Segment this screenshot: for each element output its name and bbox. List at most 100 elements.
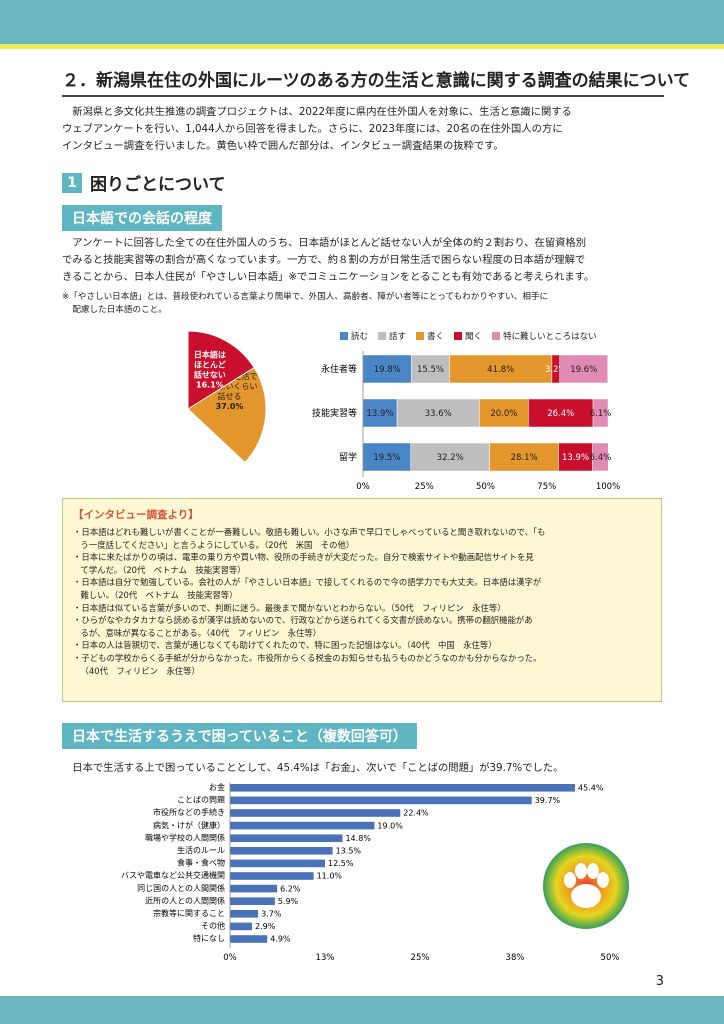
stacked-bar-segment xyxy=(362,354,412,384)
interview-item-line: ・日本に来たばかりの頃は、電車の乗り方や買い物、役所の手続きが大変だった。自分で… xyxy=(73,552,534,563)
bar-value-label: 22.4% xyxy=(403,809,429,818)
category-label: 病気・けが（健康） xyxy=(153,820,225,830)
legend-item: 聞く xyxy=(454,330,482,342)
x-tick-label: 25% xyxy=(411,953,430,963)
bar xyxy=(230,847,333,855)
stacked-bar-segment xyxy=(592,442,609,472)
interview-item-line: う一度話してください」と言うようにしている。（20代 米国 その他） xyxy=(80,539,355,550)
footnote: ※「やさしい日本語」とは、普段使われている言葉より簡単で、外国人、高齢者、障がい… xyxy=(62,291,666,317)
interview-item-line: （40代 フィリピン 永住等） xyxy=(80,665,200,676)
bar xyxy=(230,935,268,943)
category-label: 同じ国の人との人間関係 xyxy=(137,884,225,893)
page-heading: ２．新潟県在住の外国にルーツのある方の生活と意識に関する調査の結果について xyxy=(62,66,690,97)
interview-box: 【インタビュー調査より】 ・日本語はどれも難しいが書くことが一番難しい。敬語も難… xyxy=(62,498,662,702)
bar-value-label: 39.7% xyxy=(535,796,561,805)
pie-slice xyxy=(187,330,255,410)
bar-value-label: 45.4% xyxy=(578,784,604,793)
interview-item-line: ・子どもの学校からくる手紙が分からなかった。市役所からくる税金のお知らせも払うも… xyxy=(73,652,542,663)
x-tick-label: 100% xyxy=(596,482,620,490)
category-label: その他 xyxy=(201,921,225,931)
bar xyxy=(230,821,375,830)
x-tick-label: 50% xyxy=(476,482,495,490)
segment-value-label: 19.6% xyxy=(570,365,597,375)
category-label: ことばの問題 xyxy=(177,796,225,805)
interview-item: ・日本語は自分で勉強している。会社の人が「やさしい日本語」で接してくれるので今の… xyxy=(73,576,651,601)
interview-item-line: ・日本語は似ている言葉が多いので、判断に迷う。最後まで聞かないとわからない。（5… xyxy=(73,602,506,613)
stacked-bar-segment xyxy=(410,442,490,472)
legend-item: 書く xyxy=(416,330,444,342)
interview-item: ・子どもの学校からくる手紙が分からなかった。市役所からくる税金のお知らせも払うも… xyxy=(73,652,651,677)
x-tick-label: 38% xyxy=(506,953,525,963)
segment-value-label: 26.4% xyxy=(547,409,574,419)
category-label: 食事・食べ物 xyxy=(177,858,225,868)
segment-value-label: 6.1% xyxy=(590,409,612,419)
stacked-bar-segment xyxy=(362,398,398,428)
difficulties-title: 日本で生活するうえで困っていること（複数回答可） xyxy=(62,723,417,749)
category-label: 永住者等 xyxy=(321,363,357,375)
intro-paragraph: 新潟県と多文化共生推進の調査プロジェクトは、2022年度に県内在住外国人を対象に… xyxy=(62,104,666,155)
category-label: 特になし xyxy=(193,933,225,943)
bar-value-label: 12.5% xyxy=(328,859,354,868)
segment-value-label: 19.5% xyxy=(373,453,400,463)
section-number: 1 xyxy=(62,172,82,193)
stacked-bar-legend: 読む 話す 書く 聞く 特に難しいところはない xyxy=(340,330,597,342)
stacked-bar-segment xyxy=(449,354,553,384)
pie-slice-label: 話せない xyxy=(194,369,226,379)
category-label: 近所の人との人間関係 xyxy=(145,895,225,905)
stacked-bar-segment xyxy=(559,354,609,384)
stacked-bar-segment xyxy=(411,354,450,384)
x-tick-label: 25% xyxy=(415,482,434,490)
category-label: 市役所などの手続き xyxy=(153,807,225,817)
pie-slice-label: 話せる xyxy=(218,391,242,401)
category-label: 技能実習等 xyxy=(312,407,357,419)
stacked-bar-segment xyxy=(528,398,594,428)
interview-item-line: て学んだ。（20代 ベトナム 技能実習等） xyxy=(80,564,246,575)
category-label: 留学 xyxy=(339,451,357,463)
legend-item: 読む xyxy=(340,330,368,342)
interview-item-line: 難しい。（20代 ベトナム 技能実習等） xyxy=(80,589,238,600)
x-tick-label: 0% xyxy=(356,482,370,490)
bar xyxy=(230,796,532,805)
segment-value-label: 13.9% xyxy=(367,409,394,419)
bar xyxy=(230,884,278,893)
page-number: 3 xyxy=(655,974,664,989)
interview-item: ・日本語はどれも難しいが書くことが一番難しい。敬語も難しい。小さな声で早口でしゃ… xyxy=(73,526,651,551)
stacked-bar-segment xyxy=(479,398,529,428)
segment-value-label: 15.5% xyxy=(417,365,444,375)
segment-value-label: 32.2% xyxy=(437,453,464,463)
interview-title: 【インタビュー調査より】 xyxy=(73,509,199,521)
segment-value-label: 41.8% xyxy=(487,365,514,375)
legend-label: 特に難しいところはない xyxy=(503,332,597,342)
stacked-bar-chart: 永住者等 19.8% 15.5% 41.8% 3.2% 19.6% 技能実習等 13.9% 33… xyxy=(312,351,620,490)
section-title: 困りごとについて xyxy=(90,175,226,195)
legend-label: 書く xyxy=(427,332,445,342)
paw-icon xyxy=(543,843,629,929)
legend-item: 話す xyxy=(378,330,406,342)
interview-item: ・日本語は似ている言葉が多いので、判断に迷う。最後まで聞かないとわからない。（5… xyxy=(73,602,651,615)
legend-label: 話す xyxy=(389,332,407,342)
bar xyxy=(230,834,343,842)
segment-value-label: 28.1% xyxy=(511,453,538,463)
intro-line: 新潟県と多文化共生推進の調査プロジェクトは、2022年度に県内在住外国人を対象に… xyxy=(72,106,572,118)
category-label: 生活のルール xyxy=(177,845,225,855)
stacked-bar-segment xyxy=(592,398,609,428)
bottom-banner xyxy=(0,996,724,1024)
x-tick-label: 0% xyxy=(223,953,237,963)
legend-swatch xyxy=(492,332,501,340)
interview-item-line: ・日本語はどれも難しいが書くことが一番難しい。敬語も難しい。小さな声で早口でしゃ… xyxy=(73,527,546,537)
category-label: 宗教等に関すること xyxy=(153,908,225,918)
pie-chart: 日本人と同じように話せる13.2%仕事や勉強で困らないくらい話せる33.7%いつ… xyxy=(186,330,267,464)
segment-value-label: 20.0% xyxy=(490,409,517,419)
legend-swatch xyxy=(454,332,463,340)
bar-value-label: 11.0% xyxy=(317,872,343,881)
segment-value-label: 19.8% xyxy=(374,365,401,375)
pie-slice-label: 37.0% xyxy=(216,402,244,411)
conversation-paragraph: アンケートに回答した全ての在住外国人のうち、日本語がほとんど話せない人が全体の約… xyxy=(62,235,666,286)
top-banner xyxy=(0,0,724,44)
intro-line: ウェブアンケートを行い、1,044人から回答を得ました。さらに、2023年度には… xyxy=(62,123,563,135)
difficulties-summary: 日本で生活する上で困っていることとして、45.4%は「お金」、次いで「ことばの問… xyxy=(72,762,564,774)
pie-slice-label: ほとんど xyxy=(194,359,226,369)
bar-value-label: 3.7% xyxy=(261,910,282,919)
conversation-title: 日本語での会話の程度 xyxy=(62,205,222,231)
bar-value-label: 6.2% xyxy=(280,884,301,893)
